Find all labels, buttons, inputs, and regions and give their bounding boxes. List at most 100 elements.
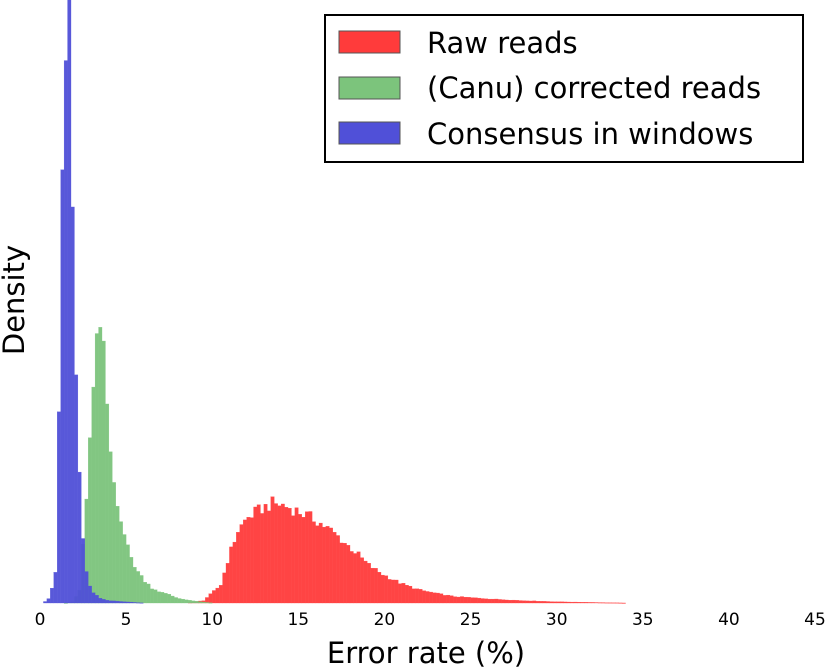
histogram-bar xyxy=(415,588,420,604)
histogram-bar xyxy=(108,451,113,604)
x-tick-label: 45 xyxy=(804,610,826,630)
histogram-bar xyxy=(167,594,172,604)
histogram-bar xyxy=(70,206,75,604)
histogram-bar xyxy=(528,600,533,604)
histogram-bar xyxy=(384,575,389,604)
histogram-bar xyxy=(570,601,575,604)
x-tick-label: 40 xyxy=(718,610,740,630)
histogram-bar xyxy=(136,602,141,604)
histogram-bar xyxy=(494,598,499,604)
histogram-bar xyxy=(108,600,113,604)
histogram-bar xyxy=(370,567,375,604)
histogram-bar xyxy=(287,508,292,604)
histogram-bar xyxy=(249,517,254,604)
series-1-bars xyxy=(63,327,213,604)
histogram-bar xyxy=(346,545,351,604)
histogram-bar xyxy=(336,535,340,604)
histogram-bar xyxy=(484,598,488,604)
histogram-bar xyxy=(301,517,306,604)
histogram-bar xyxy=(391,579,395,604)
histogram-bar xyxy=(122,534,127,604)
histogram-bar xyxy=(105,403,110,604)
x-tick-label: 30 xyxy=(546,610,568,630)
histogram-bar xyxy=(353,553,358,604)
histogram-bar xyxy=(256,504,261,604)
histogram-bar xyxy=(112,482,116,604)
histogram-bar xyxy=(46,598,51,604)
histogram-bar xyxy=(153,589,158,604)
histogram-bar xyxy=(549,601,554,604)
histogram-bar xyxy=(480,598,485,604)
histogram-bar xyxy=(339,542,344,604)
histogram-bar xyxy=(43,601,48,604)
legend-label-raw-reads: Raw reads xyxy=(427,26,578,60)
legend: Raw reads (Canu) corrected reads Consens… xyxy=(324,14,804,163)
histogram-bar xyxy=(122,601,127,604)
histogram-bar xyxy=(101,599,106,604)
histogram-bar xyxy=(177,598,182,604)
histogram-bar xyxy=(205,602,209,604)
histogram-bar xyxy=(91,592,96,604)
histogram-bar xyxy=(573,601,578,604)
histogram-bar xyxy=(460,596,464,604)
histogram-bar xyxy=(580,602,585,604)
legend-swatch-corrected-reads xyxy=(338,76,401,100)
histogram-bar xyxy=(363,560,368,604)
x-tick-label: 15 xyxy=(287,610,309,630)
histogram-bar xyxy=(329,527,333,604)
histogram-bar xyxy=(274,503,278,604)
x-tick-label: 5 xyxy=(121,610,132,630)
histogram-bar xyxy=(77,471,82,604)
legend-swatch-consensus xyxy=(338,121,401,145)
histogram-bar xyxy=(380,574,385,604)
histogram-bar xyxy=(53,572,58,604)
histogram-bar xyxy=(387,579,392,604)
histogram-bar xyxy=(546,601,550,604)
histogram-bar xyxy=(446,594,451,604)
histogram-bar xyxy=(308,511,313,604)
histogram-bar xyxy=(150,588,154,604)
histogram-bar xyxy=(432,592,437,604)
histogram-bar xyxy=(342,543,347,604)
histogram-bar xyxy=(429,591,433,604)
histogram-bar xyxy=(298,514,302,604)
histogram-bar xyxy=(115,600,120,604)
histogram-bar xyxy=(132,567,137,604)
histogram-bar xyxy=(504,599,509,604)
histogram-bar xyxy=(425,591,430,604)
histogram-bar xyxy=(67,0,72,604)
histogram-bar xyxy=(356,551,361,604)
histogram-bar xyxy=(129,557,134,604)
histogram-bar xyxy=(456,596,461,604)
legend-swatch-raw-reads xyxy=(338,30,401,54)
histogram-bar xyxy=(125,601,130,604)
histogram-bar xyxy=(63,60,68,604)
histogram-bar xyxy=(404,585,409,604)
histogram-bar xyxy=(325,526,330,604)
histogram-bar xyxy=(205,597,209,604)
histogram-bar xyxy=(470,597,475,604)
histogram-bar xyxy=(88,437,92,604)
histogram-bar xyxy=(239,524,244,604)
histogram-bar xyxy=(608,602,612,604)
histogram-bar xyxy=(418,589,423,604)
histogram-bar xyxy=(191,600,196,604)
histogram-bar xyxy=(408,585,413,604)
histogram-bar xyxy=(305,511,309,604)
histogram-bar xyxy=(98,598,103,604)
histogram-bar xyxy=(563,601,568,604)
histogram-bar xyxy=(267,510,271,604)
histogram-bar xyxy=(146,583,151,604)
histogram-bar xyxy=(439,593,444,604)
histogram-bar xyxy=(119,521,123,604)
histogram-bar xyxy=(236,532,240,604)
histogram-bar xyxy=(156,591,161,604)
histogram-bar xyxy=(294,507,299,604)
histogram-bar xyxy=(57,411,61,604)
histogram-bar xyxy=(442,595,447,604)
histogram-bar xyxy=(584,602,588,604)
histogram-bar xyxy=(218,585,223,604)
histogram-bar xyxy=(229,546,234,604)
histogram-bar xyxy=(139,575,144,604)
legend-frame xyxy=(324,14,804,163)
